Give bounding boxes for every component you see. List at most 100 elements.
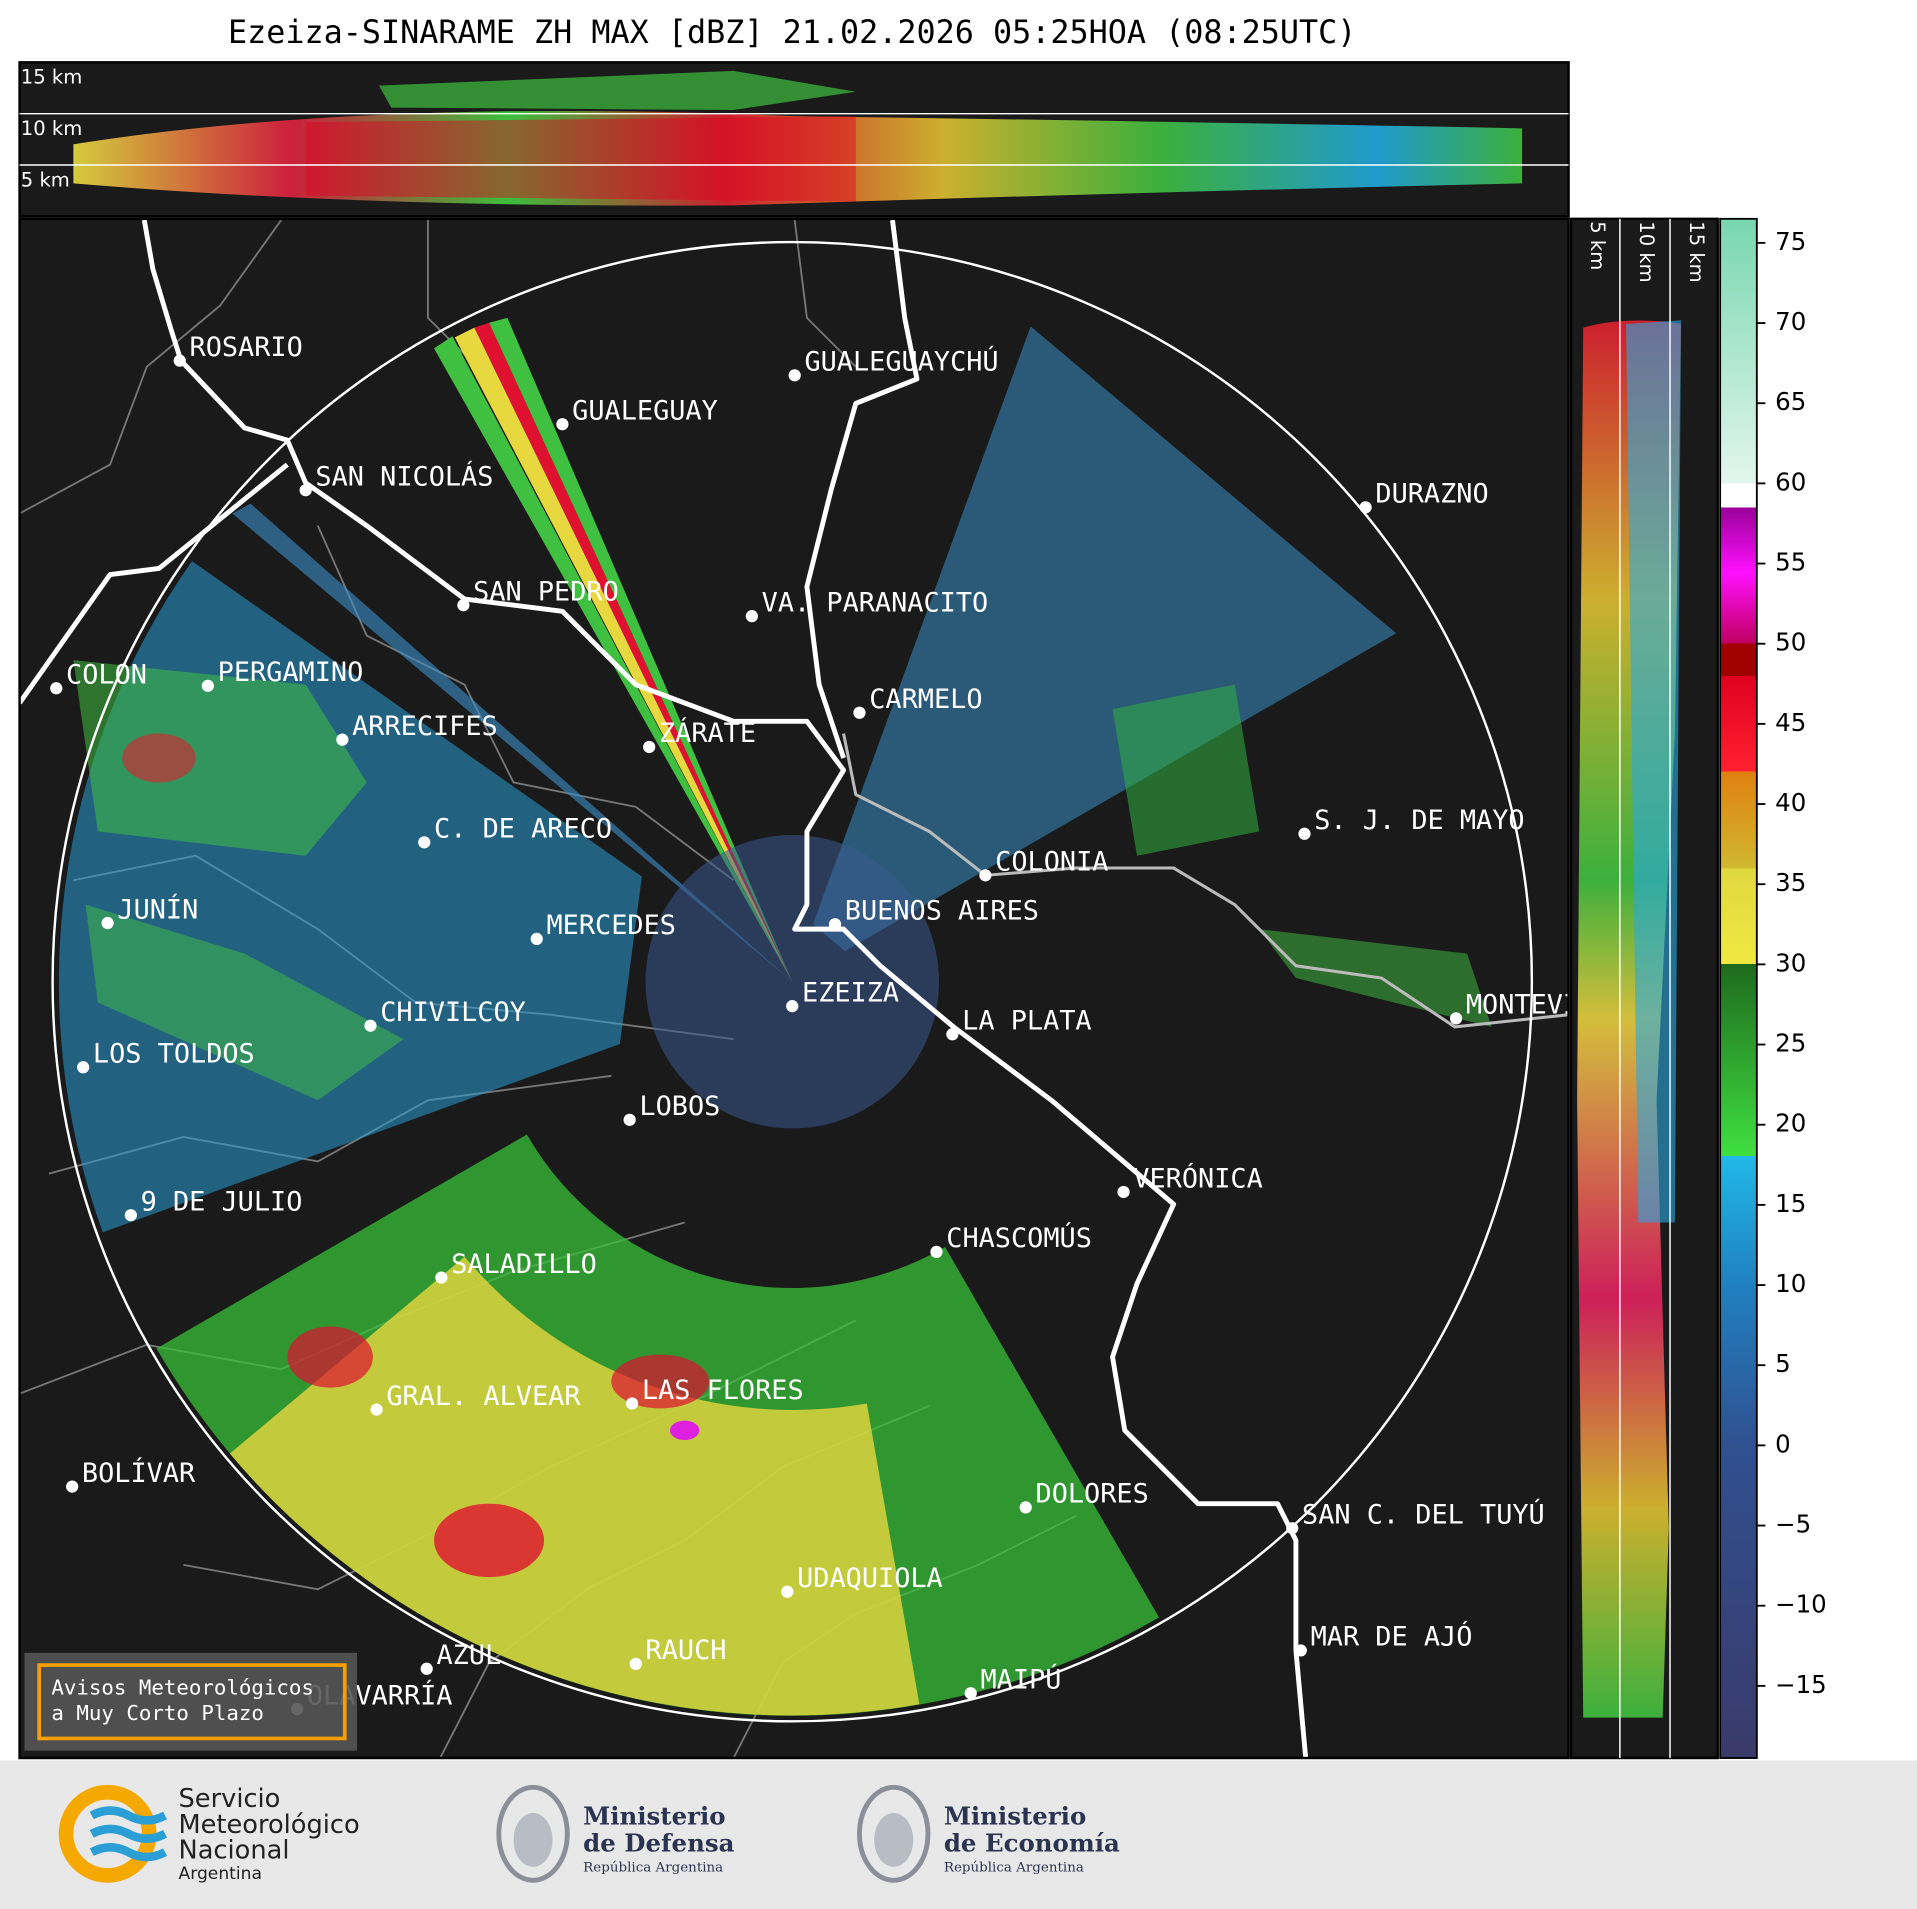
echo bbox=[122, 733, 196, 783]
echo bbox=[454, 327, 793, 982]
crest bbox=[857, 1784, 931, 1883]
city-dot bbox=[299, 484, 312, 497]
logo-text: República Argentina bbox=[944, 1861, 1084, 1876]
city-label: MAR DE AJÓ bbox=[1311, 1621, 1473, 1653]
city-label: ROSARIO bbox=[190, 332, 303, 363]
colorbar: −15 −10 −5 0 5 10 15 20 25 30 35 40 45 50 55 60 65 70 75 bbox=[1719, 217, 1827, 1759]
colorbar-scale bbox=[1719, 217, 1758, 1759]
range-ring bbox=[51, 240, 1534, 1723]
city-dot bbox=[946, 1028, 959, 1041]
city-dot bbox=[435, 1271, 448, 1284]
height-label: 15 km bbox=[1685, 221, 1708, 282]
city-label: MERCEDES bbox=[547, 910, 676, 941]
echo bbox=[1112, 684, 1260, 856]
city-dot bbox=[629, 1657, 642, 1670]
city-label: ARRECIFES bbox=[352, 711, 498, 742]
city-dot bbox=[979, 869, 992, 882]
city-label: LOBOS bbox=[639, 1091, 720, 1122]
city-dot bbox=[420, 1662, 433, 1675]
crest bbox=[513, 1813, 553, 1867]
colorbar-tick-label: 65 bbox=[1775, 387, 1806, 416]
city-dot bbox=[370, 1403, 383, 1416]
city-label: GUALEGUAYCHÚ bbox=[804, 346, 998, 378]
echo bbox=[645, 834, 939, 1129]
echo bbox=[379, 70, 856, 111]
echo bbox=[813, 326, 1397, 952]
colorbar-tick-label: 50 bbox=[1775, 628, 1806, 657]
echo bbox=[232, 503, 793, 982]
city-dot bbox=[786, 1000, 799, 1013]
city-label: CHASCOMÚS bbox=[946, 1222, 1092, 1254]
city-label: MAIPÚ bbox=[981, 1663, 1062, 1695]
coast bbox=[842, 733, 1569, 1029]
crest bbox=[874, 1813, 914, 1867]
city-label: SALADILLO bbox=[451, 1249, 597, 1280]
city-dot bbox=[124, 1209, 137, 1222]
logo-text: Servicio bbox=[179, 1784, 281, 1814]
city-dot bbox=[781, 1585, 794, 1598]
city-dot bbox=[1294, 1644, 1307, 1657]
notice-box bbox=[24, 1652, 358, 1751]
city-dot bbox=[964, 1687, 977, 1700]
footer-background bbox=[0, 1760, 1917, 1909]
defensa-logo: Ministerio de Defensa República Argentin… bbox=[496, 1784, 735, 1883]
colorbar-tick-label: 30 bbox=[1775, 948, 1806, 977]
map-frame bbox=[18, 217, 1570, 1760]
city-dot bbox=[1117, 1185, 1130, 1199]
colorbar-tick-label: −5 bbox=[1775, 1510, 1811, 1539]
city-label: JUNÍN bbox=[117, 893, 198, 925]
city-label: DURAZNO bbox=[1375, 479, 1488, 510]
city-dot bbox=[1359, 501, 1372, 514]
echo bbox=[287, 1326, 373, 1388]
city-label: S. J. DE MAYO bbox=[1314, 805, 1524, 836]
colorbar-tick-label: 0 bbox=[1775, 1429, 1791, 1458]
city-dot bbox=[828, 918, 842, 931]
map: ROSARIO GUALEGUAYCHÚ GUALEGUAY SAN NICOLÁS D… bbox=[18, 217, 1628, 1760]
city-label: UDAQUIOLA bbox=[797, 1563, 943, 1594]
city-dot bbox=[201, 679, 214, 692]
city-dot bbox=[77, 1061, 90, 1074]
city-dot bbox=[418, 836, 431, 849]
city-label: VERÓNICA bbox=[1133, 1162, 1262, 1194]
city-dot bbox=[623, 1113, 636, 1126]
notice-text: Avisos Meteorológicos bbox=[51, 1675, 314, 1699]
city-label: 9 DE JULIO bbox=[141, 1186, 303, 1217]
height-label: 5 km bbox=[1586, 221, 1609, 270]
city-dot bbox=[50, 682, 63, 695]
notice-text: a Muy Corto Plazo bbox=[51, 1701, 264, 1725]
colorbar-tick-label: 35 bbox=[1775, 868, 1806, 897]
logo-waves bbox=[89, 1806, 168, 1862]
city-dot bbox=[1449, 1012, 1463, 1025]
city-dot bbox=[643, 740, 656, 754]
colorbar-tick-label: 45 bbox=[1775, 708, 1806, 737]
echo bbox=[489, 317, 793, 982]
city-label: PERGAMINO bbox=[218, 657, 364, 688]
height-label: 15 km bbox=[21, 66, 82, 89]
city-dot bbox=[625, 1397, 639, 1410]
logo-ring bbox=[58, 1784, 157, 1883]
city-label: COLONIA bbox=[995, 847, 1108, 878]
smn-logo: Servicio Meteorológico Nacional Argentin… bbox=[58, 1784, 360, 1884]
colorbar-tick-label: 70 bbox=[1775, 307, 1806, 336]
logo-text: Ministerio bbox=[583, 1801, 725, 1830]
city-dot bbox=[853, 706, 866, 719]
city-dot bbox=[930, 1245, 943, 1258]
height-label: 10 km bbox=[21, 117, 82, 140]
echo bbox=[434, 1503, 545, 1578]
city-label: GRAL. ALVEAR bbox=[386, 1381, 581, 1412]
city-label: AZUL bbox=[436, 1640, 501, 1671]
city-label: CARMELO bbox=[869, 684, 982, 715]
city-dot bbox=[66, 1480, 79, 1493]
city-label: BOLÍVAR bbox=[82, 1457, 196, 1489]
city-dot bbox=[1019, 1501, 1032, 1514]
colorbar-tick-label: 55 bbox=[1775, 548, 1806, 577]
logo-text: Ministerio bbox=[944, 1801, 1086, 1830]
colorbar-tick-label: 10 bbox=[1775, 1269, 1806, 1298]
economia-logo: Ministerio de Economía República Argenti… bbox=[857, 1784, 1120, 1883]
colorbar-tick-label: 60 bbox=[1775, 467, 1806, 496]
city-label: COLON bbox=[66, 660, 147, 691]
echo bbox=[611, 1354, 710, 1409]
city-label: MONTEVIDEO bbox=[1466, 990, 1628, 1021]
colorbar-tick-label: 15 bbox=[1775, 1189, 1806, 1218]
title: Ezeiza-SINARAME ZH MAX [dBZ] 21.02.2026 … bbox=[228, 15, 1356, 51]
